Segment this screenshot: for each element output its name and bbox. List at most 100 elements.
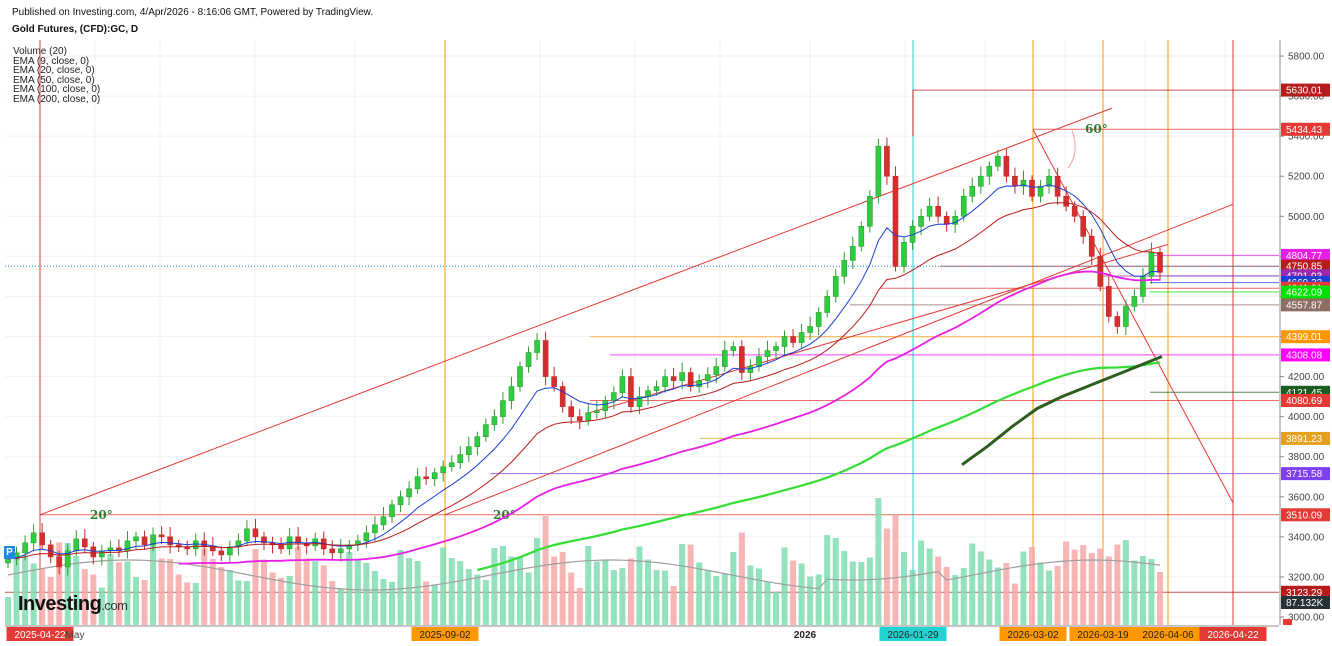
candle-body <box>64 550 71 568</box>
volume-bar <box>704 570 711 625</box>
candle-body <box>448 462 455 468</box>
y-tick-label: 5800.00 <box>1288 52 1325 63</box>
indicator-legend: Volume (20) EMA (9, close, 0) EMA (20, c… <box>13 47 100 105</box>
legend-ema-20[interactable]: EMA (20, close, 0) <box>13 65 95 77</box>
x-tick-label: May <box>66 630 85 641</box>
volume-bar <box>679 544 686 625</box>
ema-line <box>7 202 1161 560</box>
candle-body <box>1080 216 1086 237</box>
volume-bar <box>406 558 413 625</box>
volume-bar <box>115 562 122 625</box>
volume-bar <box>790 560 797 625</box>
volume-bar <box>295 546 302 625</box>
legend-ema-9[interactable]: EMA (9, close, 0) <box>13 55 90 67</box>
volume-bar <box>918 540 925 625</box>
candle-body <box>593 410 600 413</box>
volume-bar <box>585 546 592 625</box>
volume-bar <box>337 589 344 625</box>
price-level-label: 4750.85 <box>1286 262 1323 273</box>
volume-ma-line <box>7 559 1161 591</box>
y-tick-label: 5400.00 <box>1288 132 1325 143</box>
ema-200-line <box>961 355 1163 466</box>
candle-body <box>406 488 412 498</box>
legend-volume[interactable]: Volume (20) <box>13 46 67 57</box>
volume-bar <box>687 544 694 625</box>
legend-ema-200[interactable]: EMA (200, close, 0) <box>13 93 101 105</box>
volume-bar <box>662 570 669 625</box>
volume-bar <box>380 579 387 625</box>
volume-bar <box>201 548 208 625</box>
angle-annotation: 20° <box>90 508 113 522</box>
price-level-label: 4121.45 <box>1286 388 1323 399</box>
price-level-label: 5434.43 <box>1286 125 1323 136</box>
volume-bar <box>542 516 549 625</box>
volume-bar <box>457 561 464 625</box>
candle-body <box>960 195 967 217</box>
x-label-badge <box>999 627 1067 641</box>
price-level-badge <box>1281 431 1330 445</box>
volume-value-label: 87.132K <box>1286 598 1324 609</box>
volume-bar <box>184 582 191 625</box>
volume-bar <box>252 549 259 625</box>
candle-body <box>1012 175 1018 187</box>
legend-ema-50[interactable]: EMA (50, close, 0) <box>13 74 95 86</box>
candle-body <box>832 276 839 297</box>
volume-bar <box>39 569 46 625</box>
candle-body <box>22 542 28 554</box>
volume-bar <box>926 548 933 625</box>
y-tick-label: 5600.00 <box>1288 92 1325 103</box>
candle-body <box>491 416 498 425</box>
volume-bar <box>354 560 361 625</box>
volume-bar <box>30 563 37 625</box>
candle-body <box>721 350 728 367</box>
x-tick-label: 2026-03-02 <box>1007 630 1059 641</box>
volume-bar <box>832 538 839 625</box>
volume-bar <box>346 552 353 625</box>
candle-body <box>1029 179 1035 197</box>
volume-bar <box>329 581 336 625</box>
ema-line <box>477 361 1161 572</box>
price-level-badge <box>1281 393 1330 407</box>
x-tick-label: 2026 <box>794 630 817 641</box>
volume-bar <box>773 592 779 625</box>
volume-bar <box>243 581 250 625</box>
volume-bar <box>474 574 481 625</box>
price-level-badge <box>1281 330 1330 344</box>
price-level-label: 4804.77 <box>1286 251 1323 262</box>
volume-bar <box>781 547 788 625</box>
candle-body <box>943 216 950 225</box>
volume-bar <box>1080 545 1087 625</box>
candle-body <box>645 390 651 397</box>
trend-line <box>39 107 1113 516</box>
volume-bar <box>209 559 216 625</box>
chart-title: Gold Futures, (CFD):GC, D <box>12 24 139 35</box>
volume-bar <box>499 546 506 625</box>
price-level-badge <box>1281 467 1330 481</box>
angle-arc <box>1067 129 1076 169</box>
volume-bar <box>764 581 771 625</box>
x-label-badge <box>1134 627 1202 641</box>
candle-body <box>218 550 225 556</box>
legend-ema-100[interactable]: EMA (100, close, 0) <box>13 84 101 96</box>
volume-bar <box>807 576 814 625</box>
price-level-label: 4622.09 <box>1286 288 1323 299</box>
candle-body <box>363 532 370 542</box>
price-level-label: 3891.23 <box>1286 434 1323 445</box>
trend-line <box>444 203 1234 516</box>
x-tick-label: 2026-04-06 <box>1142 630 1194 641</box>
candle-body <box>389 504 395 518</box>
candle-body <box>99 550 105 558</box>
candle-body <box>798 332 805 343</box>
volume-bar <box>1020 551 1027 625</box>
candle-body <box>773 346 779 351</box>
volume-bar <box>1148 559 1155 625</box>
volume-bar <box>465 569 472 625</box>
candle-body <box>1088 236 1095 257</box>
volume-bar <box>124 561 131 625</box>
candle-body <box>192 540 199 550</box>
candle-body <box>1097 256 1104 287</box>
candle-body <box>1114 316 1121 327</box>
volume-bar <box>303 558 310 625</box>
volume-bar <box>883 528 890 625</box>
